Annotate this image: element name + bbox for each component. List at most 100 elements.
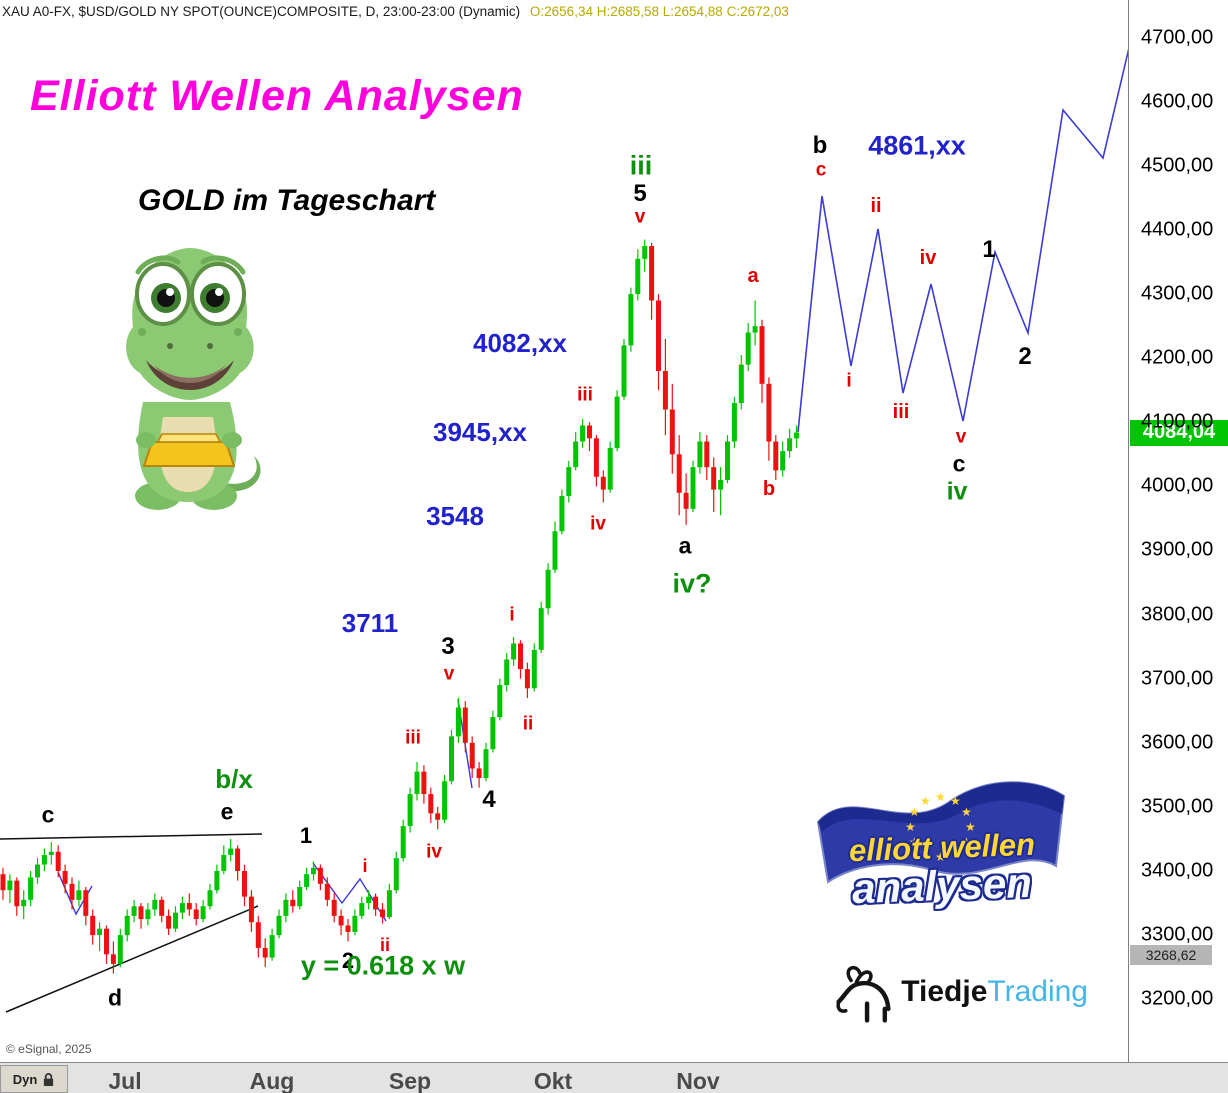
eu-star-icon: ★ [935, 850, 946, 864]
candle [697, 431, 703, 474]
y-axis-label: 3200,00 [1141, 987, 1214, 1010]
candle [483, 742, 489, 782]
candle [580, 419, 586, 448]
candle [110, 941, 116, 974]
y-axis-label: 4700,00 [1141, 26, 1214, 49]
candle [704, 435, 710, 480]
symbol-description: XAU A0-FX, $USD/GOLD NY SPOT(OUNCE)COMPO… [2, 4, 521, 19]
y-axis-label: 4200,00 [1141, 346, 1214, 369]
wave-label: d [107, 984, 123, 1011]
wave-label: iv [946, 477, 968, 506]
candle [21, 890, 27, 920]
candle [414, 762, 420, 801]
eu-star-icon: ★ [960, 835, 972, 849]
wave-label: a [678, 532, 692, 559]
wave-label: ii [870, 195, 882, 217]
candle [773, 435, 779, 480]
candle [738, 354, 744, 410]
wave-label: v [634, 206, 646, 228]
candle [490, 710, 496, 753]
wave-label: i [362, 856, 368, 876]
candle [117, 928, 123, 968]
candle [635, 249, 641, 301]
candle [628, 287, 634, 352]
candle [0, 867, 6, 900]
candle [366, 890, 372, 910]
candle [656, 294, 661, 391]
wave-label: 5 [633, 180, 647, 207]
y-axis-label: 4300,00 [1141, 282, 1214, 305]
eu-star-icon: ★ [960, 805, 972, 819]
candle [338, 909, 344, 936]
y-axis-label: 3900,00 [1141, 538, 1214, 561]
candle [28, 870, 34, 907]
wave-label: 4861,xx [868, 130, 966, 161]
wave-label: 4082,xx [473, 328, 567, 358]
y-axis-label: 4400,00 [1141, 218, 1214, 241]
candle [269, 928, 275, 961]
candle [297, 880, 303, 910]
candle [400, 819, 406, 862]
candle [531, 643, 537, 692]
time-axis[interactable]: Dyn Jul Aug Sep Okt Nov [0, 1062, 1228, 1093]
candle [690, 460, 696, 513]
candle [14, 877, 20, 916]
wave-label: 1 [982, 236, 996, 263]
candle [711, 457, 717, 513]
chart-subtitle: GOLD im Tageschart [138, 184, 436, 217]
candle [290, 890, 296, 913]
y-axis-label: 4600,00 [1141, 90, 1214, 113]
ewa-logo-text-bottom: analysen [851, 858, 1033, 913]
candle [600, 470, 606, 503]
eu-star-icon: ★ [905, 820, 916, 834]
candle [48, 842, 54, 865]
candle [359, 896, 365, 920]
x-axis-label: Aug [249, 1068, 295, 1093]
candle [386, 883, 392, 920]
candle [731, 396, 737, 448]
candle [248, 890, 254, 932]
candle [476, 762, 482, 788]
candle [524, 662, 530, 698]
candle [214, 864, 220, 894]
candle [518, 640, 523, 679]
candle [76, 880, 82, 907]
upper-trendline [0, 833, 263, 840]
candle [593, 435, 599, 487]
price-axis[interactable]: 4084,04 3268,62 4700,00 4600,00 4500,00 440… [1128, 0, 1228, 1062]
eu-star-icon: ★ [920, 794, 931, 809]
eu-star-icon: ★ [965, 820, 976, 834]
symbol-bar: XAU A0-FX, $USD/GOLD NY SPOT(OUNCE)COMPO… [2, 4, 789, 19]
candle [504, 653, 510, 692]
candle [221, 845, 227, 875]
wave-label: i [846, 370, 852, 392]
candle [676, 435, 682, 516]
x-axis-label: Okt [533, 1068, 573, 1093]
candle [317, 864, 323, 891]
candle [97, 922, 103, 952]
candle [435, 806, 441, 830]
candle [469, 736, 475, 779]
wave-label: iii [577, 384, 593, 406]
current-price-badge: 4084,04 [1130, 419, 1228, 446]
wave-label: 4 [482, 786, 496, 813]
y-axis-label: 3400,00 [1141, 859, 1214, 882]
dyn-lock-button[interactable]: Dyn [0, 1065, 68, 1093]
wave-label: iv [590, 513, 606, 535]
candle [311, 861, 316, 881]
wave-label: ii [522, 713, 534, 735]
candle [787, 428, 793, 458]
candle [752, 300, 758, 346]
y-axis-label: 4500,00 [1141, 154, 1214, 177]
candle [166, 909, 172, 936]
candle [90, 909, 96, 945]
candle [566, 460, 572, 503]
candle [283, 893, 289, 923]
eu-star-icon: ★ [935, 790, 946, 804]
candle [69, 877, 75, 910]
candle [462, 701, 468, 753]
candle [718, 467, 724, 516]
candle [380, 903, 385, 924]
